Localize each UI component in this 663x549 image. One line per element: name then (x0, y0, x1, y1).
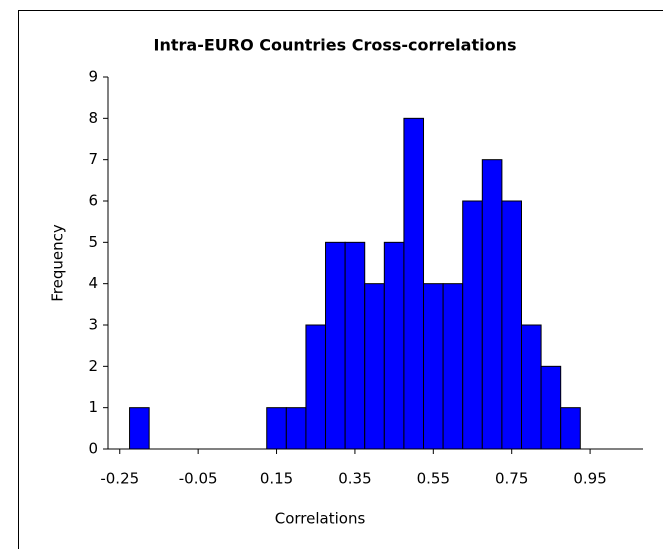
bar (501, 200, 522, 450)
bar (442, 283, 464, 450)
bar (266, 407, 287, 450)
bar (560, 407, 581, 450)
bar (423, 283, 444, 450)
y-tick-label: 5 (88, 233, 98, 251)
y-tick-label: 0 (88, 440, 98, 458)
x-tick-label: 0.95 (573, 470, 606, 488)
bar (540, 365, 562, 450)
bar (305, 324, 327, 450)
x-tick-label: -0.05 (179, 470, 218, 488)
y-tick-label: 1 (88, 398, 98, 416)
y-tick-label: 8 (88, 109, 98, 127)
chart-title: Intra-EURO Countries Cross-correlations (154, 36, 517, 55)
y-tick-label: 2 (88, 357, 98, 375)
bar (285, 407, 307, 450)
x-tick-label: 0.55 (417, 470, 450, 488)
y-tick-label: 6 (88, 192, 98, 210)
y-tick-label: 9 (88, 68, 98, 86)
bar (325, 241, 346, 450)
y-axis-label: Frequency (49, 224, 67, 302)
bar (520, 324, 542, 450)
y-tick-label: 7 (88, 150, 98, 168)
bar (129, 407, 150, 450)
y-tick-label: 3 (88, 316, 98, 334)
bar (364, 283, 385, 450)
bar (403, 117, 425, 450)
x-axis-label: Correlations (275, 510, 366, 528)
bar (344, 241, 366, 450)
y-tick-label: 4 (88, 274, 98, 292)
bar (383, 241, 405, 450)
bar (462, 200, 483, 450)
x-tick-label: 0.75 (495, 470, 528, 488)
x-tick-label: 0.15 (260, 470, 293, 488)
bar (481, 159, 503, 450)
x-tick-label: -0.25 (100, 470, 139, 488)
x-tick-label: 0.35 (338, 470, 371, 488)
